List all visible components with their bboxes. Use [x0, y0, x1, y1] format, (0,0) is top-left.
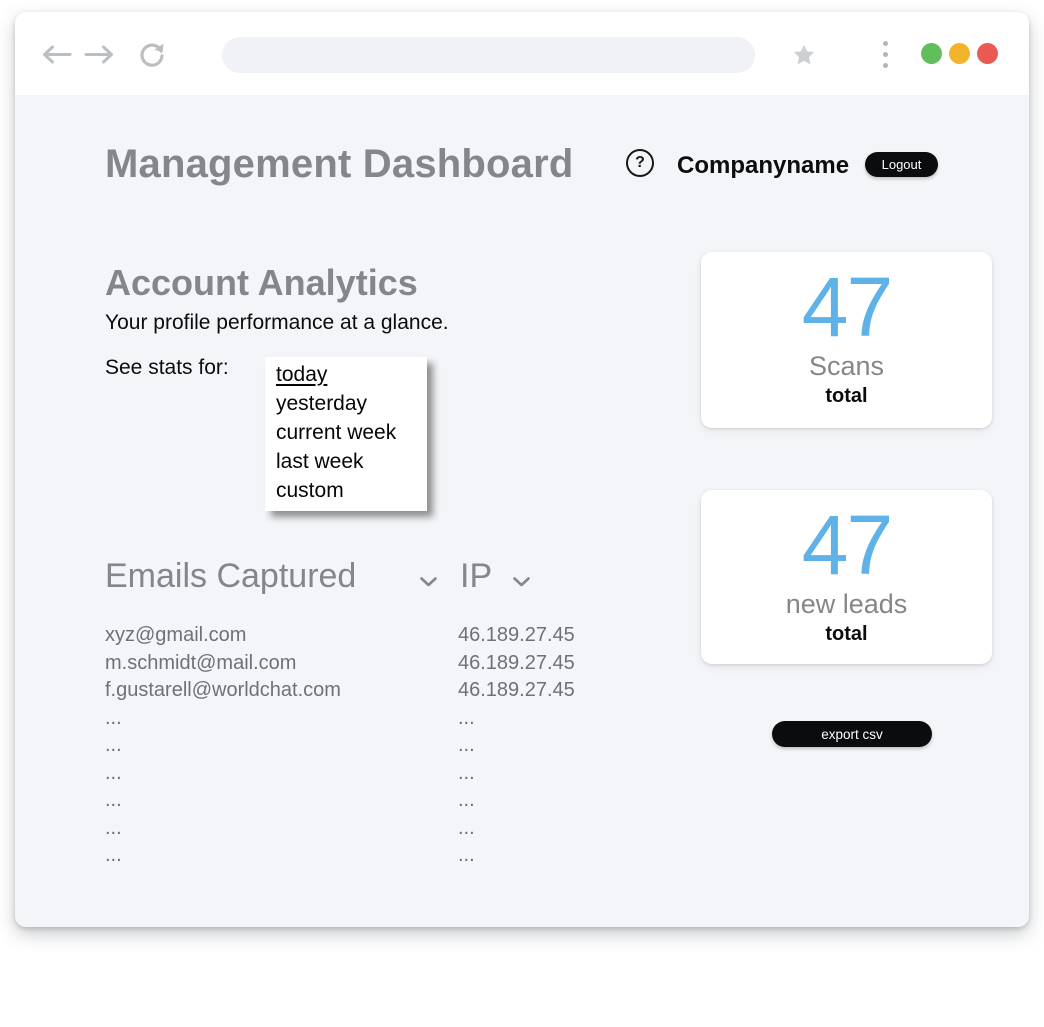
table-row: f.gustarell@worldchat.com 46.189.27.45: [105, 679, 645, 707]
dropdown-option-yesterday[interactable]: yesterday: [276, 392, 368, 415]
refresh-icon: [140, 43, 164, 67]
ip-cell: ...: [458, 844, 475, 866]
ip-cell: ...: [458, 761, 475, 784]
ip-cell: ...: [458, 734, 475, 756]
ip-cell: 46.189.27.45: [458, 651, 575, 674]
email-cell: m.schmidt@mail.com: [105, 651, 297, 674]
stat-value: 47: [801, 498, 893, 592]
email-cell: xyz@gmail.com: [105, 624, 247, 646]
chevron-down-icon[interactable]: [419, 576, 438, 588]
help-icon[interactable]: ?: [626, 149, 654, 177]
browser-window: Management Dashboard ? Companyname Logou…: [15, 12, 1029, 927]
ip-cell: ...: [458, 706, 475, 729]
new-leads-stat-card: 47 new leads total: [701, 490, 992, 664]
traffic-lights: [921, 43, 998, 64]
email-cell: ...: [105, 761, 122, 784]
table-row-placeholder: ... ...: [105, 789, 645, 817]
traffic-light-yellow[interactable]: [949, 43, 970, 64]
table-row-placeholder: ... ...: [105, 734, 645, 762]
stat-sublabel: total: [825, 385, 868, 407]
back-button[interactable]: [41, 44, 72, 65]
browser-toolbar: [15, 12, 1029, 95]
export-csv-button[interactable]: export csv: [772, 721, 932, 747]
traffic-light-green[interactable]: [921, 43, 942, 64]
forward-arrow-icon: [84, 45, 113, 64]
dropdown-option-custom[interactable]: custom: [276, 479, 344, 502]
help-symbol: ?: [635, 154, 645, 171]
page-title: Management Dashboard: [105, 142, 574, 186]
back-arrow-icon: [43, 45, 72, 64]
emails-column-header[interactable]: Emails Captured: [105, 557, 357, 595]
dropdown-option-current-week[interactable]: current week: [276, 421, 397, 444]
logout-button[interactable]: Logout: [865, 152, 938, 177]
table-row-placeholder: ... ...: [105, 707, 645, 735]
section-subtitle: Your profile performance at a glance.: [105, 311, 449, 334]
scans-stat-card: 47 Scans total: [701, 252, 992, 428]
ip-cell: ...: [458, 816, 475, 839]
refresh-button[interactable]: [137, 40, 167, 70]
email-cell: ...: [105, 844, 122, 866]
email-cell: f.gustarell@worldchat.com: [105, 679, 341, 701]
ip-cell: ...: [458, 789, 475, 811]
page-content: Management Dashboard ? Companyname Logou…: [15, 95, 1029, 927]
table-row: xyz@gmail.com 46.189.27.45: [105, 624, 645, 652]
traffic-light-red[interactable]: [977, 43, 998, 64]
dropdown-option-today[interactable]: today: [276, 363, 328, 386]
stat-label: Scans: [808, 351, 885, 381]
leads-table: xyz@gmail.com 46.189.27.45 m.schmidt@mai…: [105, 624, 645, 872]
email-cell: ...: [105, 734, 122, 756]
ip-cell: 46.189.27.45: [458, 679, 575, 701]
bookmark-star-icon[interactable]: [791, 42, 817, 68]
address-bar[interactable]: [222, 37, 755, 73]
table-row-placeholder: ... ...: [105, 817, 645, 845]
stat-sublabel: total: [825, 623, 868, 645]
table-row: m.schmidt@mail.com 46.189.27.45: [105, 652, 645, 680]
stat-value: 47: [801, 260, 893, 354]
table-row-placeholder: ... ...: [105, 844, 645, 872]
email-cell: ...: [105, 706, 122, 729]
stats-for-label: See stats for:: [105, 356, 229, 379]
period-dropdown: today yesterday current week last week c…: [265, 357, 427, 511]
forward-button[interactable]: [84, 44, 115, 65]
email-cell: ...: [105, 816, 122, 839]
email-cell: ...: [105, 789, 122, 811]
dropdown-option-last-week[interactable]: last week: [276, 450, 364, 473]
ip-column-header[interactable]: IP: [460, 557, 493, 595]
section-title: Account Analytics: [105, 262, 418, 303]
ip-cell: 46.189.27.45: [458, 624, 575, 646]
chevron-down-icon[interactable]: [512, 576, 531, 588]
company-name: Companyname: [677, 152, 850, 179]
overflow-menu-icon[interactable]: [883, 41, 888, 68]
stat-label: new leads: [785, 589, 908, 619]
table-row-placeholder: ... ...: [105, 762, 645, 790]
